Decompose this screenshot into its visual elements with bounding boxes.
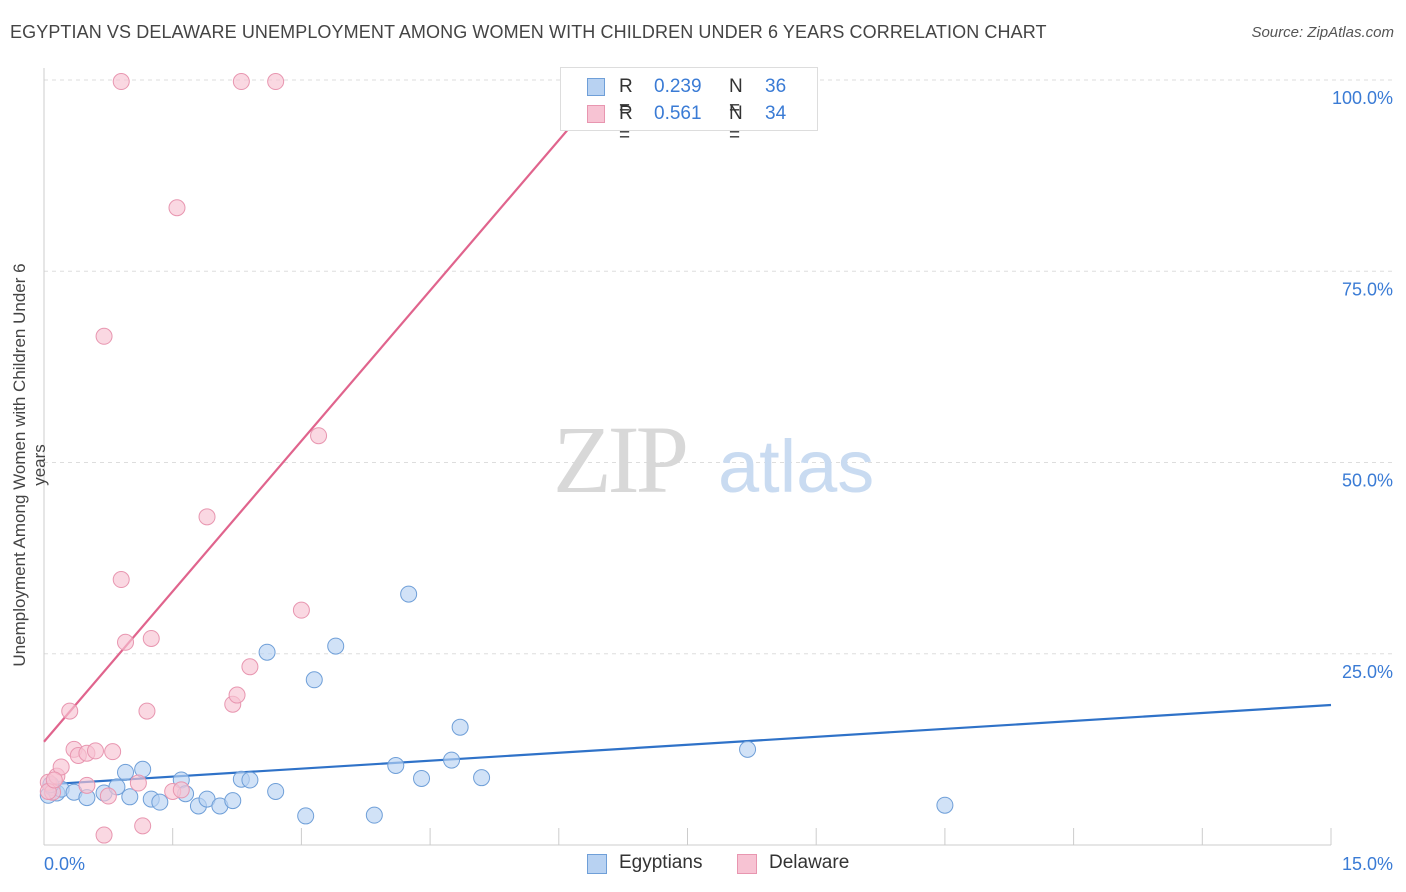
point-delaware: [117, 633, 135, 651]
point-egyptians: [473, 769, 491, 787]
point-egyptians: [936, 796, 954, 814]
point-delaware: [61, 702, 79, 720]
stats-legend: R = 0.239 N = 36 R = 0.561 N = 34: [560, 67, 818, 146]
x-tick-label: 0.0%: [44, 854, 85, 874]
point-delaware: [228, 686, 246, 704]
point-egyptians: [400, 585, 418, 603]
point-egyptians: [327, 637, 345, 655]
legend-swatch-egyptians: [587, 854, 607, 874]
legend-swatch-delaware: [737, 854, 757, 874]
point-delaware: [99, 787, 117, 805]
trend-lines: [43, 79, 1332, 786]
point-egyptians: [267, 782, 285, 800]
point-egyptians: [121, 788, 139, 806]
point-egyptians: [224, 792, 242, 810]
y-tick-label: 50.0%: [1342, 471, 1393, 491]
grid-lines: [44, 79, 1394, 655]
point-delaware: [267, 73, 285, 91]
point-delaware: [142, 629, 160, 647]
point-delaware: [104, 743, 122, 761]
point-egyptians: [387, 756, 405, 774]
point-delaware: [129, 774, 147, 792]
point-egyptians: [413, 769, 431, 787]
watermark: ZIP atlas: [553, 406, 874, 513]
legend-r-value: 0.239: [654, 76, 702, 97]
point-delaware: [168, 199, 186, 217]
point-egyptians: [305, 671, 323, 689]
point-delaware: [138, 702, 156, 720]
axes: [43, 68, 1332, 846]
trend-line-egyptians: [43, 703, 1332, 786]
x-tick-label: 15.0%: [1342, 854, 1393, 874]
legend-label-delaware: Delaware: [769, 852, 850, 873]
tick-labels: 25.0% 50.0% 75.0% 100.0% 0.0% 15.0%: [44, 88, 1393, 874]
point-delaware: [134, 817, 152, 835]
point-egyptians: [451, 718, 469, 736]
point-delaware: [95, 826, 113, 844]
point-delaware: [310, 427, 328, 445]
legend-r-label: R =: [619, 103, 633, 146]
point-egyptians: [739, 740, 757, 758]
point-delaware: [45, 771, 63, 789]
watermark-atlas: atlas: [718, 425, 874, 508]
legend-r-label: R =: [619, 76, 633, 119]
point-delaware: [172, 781, 190, 799]
point-egyptians: [241, 771, 259, 789]
legend-n-label: N =: [729, 103, 743, 146]
point-delaware: [86, 742, 104, 760]
data-points: [39, 73, 954, 844]
point-egyptians: [117, 763, 135, 781]
watermark-zip: ZIP: [553, 406, 686, 513]
legend-n-value: 36: [765, 76, 787, 97]
point-egyptians: [297, 807, 315, 825]
legend-swatch-delaware: [587, 105, 605, 123]
point-egyptians: [258, 643, 276, 661]
y-axis-label: Unemployment Among Women with Children U…: [10, 263, 49, 667]
point-egyptians: [365, 806, 383, 824]
source-credit: Source: ZipAtlas.com: [1251, 24, 1394, 41]
point-delaware: [292, 601, 310, 619]
point-egyptians: [151, 793, 169, 811]
legend-label-egyptians: Egyptians: [619, 852, 703, 873]
point-delaware: [112, 73, 130, 91]
point-egyptians: [443, 751, 461, 769]
y-tick-label: 75.0%: [1342, 279, 1393, 299]
y-tick-label: 25.0%: [1342, 662, 1393, 682]
point-delaware: [95, 327, 113, 345]
point-delaware: [78, 776, 96, 794]
point-delaware: [198, 508, 216, 526]
point-delaware: [241, 658, 259, 676]
chart-title: EGYPTIAN VS DELAWARE UNEMPLOYMENT AMONG …: [10, 22, 1047, 42]
trend-line-delaware: [43, 79, 612, 743]
legend-swatch-egyptians: [587, 78, 605, 96]
y-tick-label: 100.0%: [1332, 88, 1393, 108]
legend-r-value: 0.561: [654, 103, 702, 124]
point-delaware: [112, 571, 130, 589]
point-delaware: [232, 73, 250, 91]
legend-n-value: 34: [765, 103, 787, 124]
legend-n-label: N =: [729, 76, 743, 119]
